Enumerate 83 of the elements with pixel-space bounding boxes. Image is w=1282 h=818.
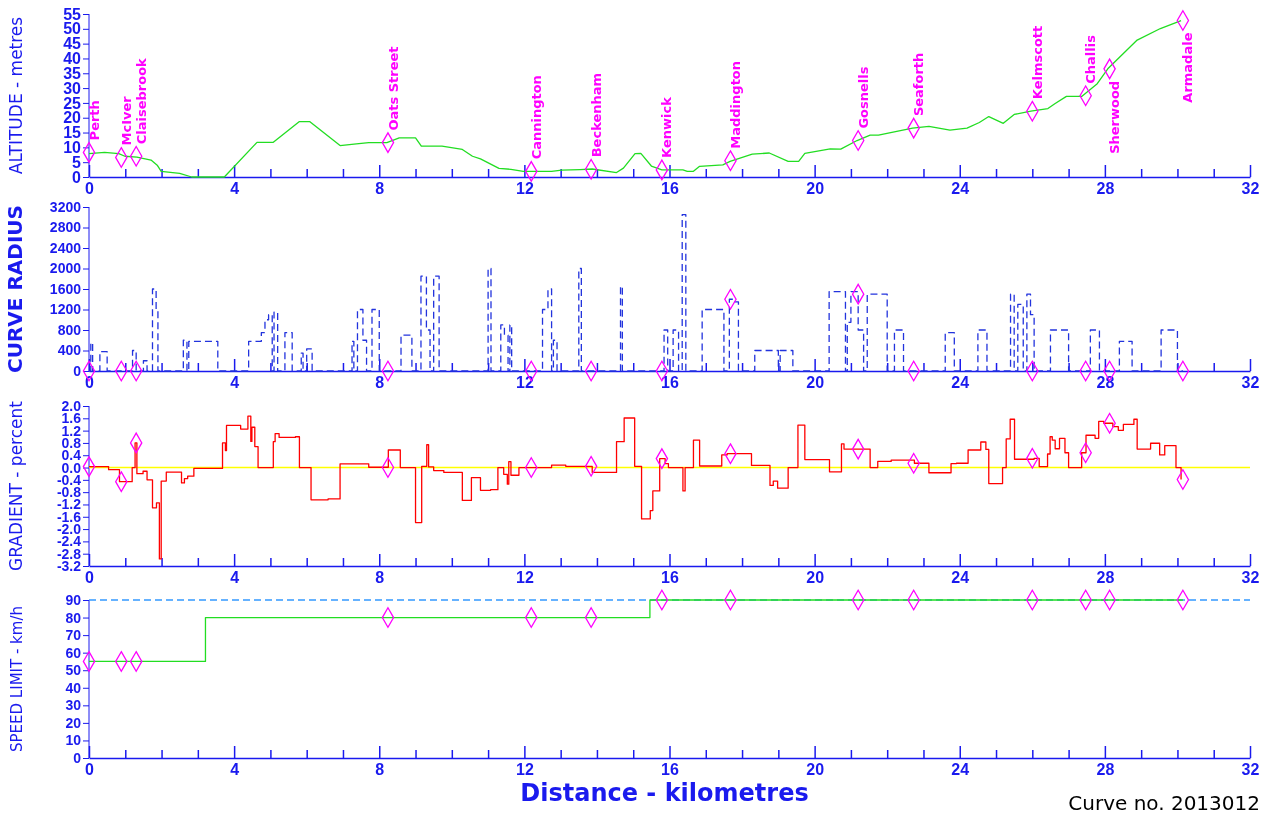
y-tick-label: 1600: [49, 280, 82, 297]
annotation: Perth: [86, 100, 102, 141]
x-tick-label: 8: [375, 180, 385, 198]
x-tick-label: 0: [85, 569, 95, 587]
x-tick-label: 8: [375, 374, 385, 392]
y-tick-label: 20: [65, 714, 82, 731]
y-tick-label: 55: [63, 5, 82, 23]
x-tick-label: 4: [230, 761, 240, 779]
y-axis-title: SPEED LIMIT - km/h: [8, 606, 26, 752]
annotation: Armadale: [1180, 32, 1196, 103]
y-axis-title: CURVE RADIUS: [3, 205, 27, 373]
y-tick-label: 20: [63, 109, 82, 127]
x-axis-title: Distance - kilometres: [520, 779, 809, 807]
x-tick-label: 24: [951, 761, 970, 779]
x-tick-label: 4: [230, 374, 240, 392]
text: Curve no. 2013012: [1068, 791, 1260, 815]
y-tick-label: 45: [63, 35, 82, 53]
x-tick-label: 0: [85, 180, 95, 198]
y-tick-label: 30: [63, 79, 82, 97]
annotation: Kenwick: [659, 96, 675, 158]
x-tick-label: 28: [1096, 374, 1115, 392]
x-tick-label: 32: [1241, 180, 1260, 198]
x-tick-label: 4: [230, 180, 240, 198]
x-tick-label: 16: [661, 180, 679, 198]
y-tick-label: 60: [65, 644, 82, 661]
y-tick-label: 80: [65, 609, 82, 626]
y-tick-label: 70: [65, 627, 82, 644]
x-tick-label: 8: [375, 569, 385, 587]
annotation: Cannington: [528, 75, 544, 160]
x-tick-label: 16: [661, 569, 679, 587]
annotation: McIver: [118, 95, 134, 146]
x-tick-label: 24: [951, 374, 970, 392]
annotation: Seaforth: [911, 52, 927, 117]
y-tick-label: 2000: [49, 260, 82, 277]
x-tick-label: 32: [1241, 569, 1260, 587]
x-tick-label: 32: [1241, 761, 1260, 779]
x-tick-label: 12: [515, 569, 534, 587]
annotation: Sherwood: [1107, 80, 1123, 154]
y-tick-label: 50: [63, 20, 82, 38]
x-tick-label: 0: [85, 761, 95, 779]
x-tick-label: 20: [806, 761, 825, 779]
y-tick-label: 800: [57, 321, 82, 338]
x-tick-label: 12: [515, 180, 534, 198]
annotation: Kelmscott: [1029, 25, 1045, 100]
x-tick-label: 20: [806, 569, 825, 587]
x-tick-label: 0: [85, 374, 95, 392]
x-tick-label: 28: [1096, 569, 1115, 587]
x-tick-label: 24: [951, 180, 970, 198]
y-tick-label: 3200: [49, 198, 82, 215]
x-tick-label: 32: [1241, 374, 1260, 392]
x-tick-label: 12: [515, 761, 534, 779]
y-tick-label: 400: [57, 342, 82, 359]
annotation: Challis: [1083, 34, 1099, 84]
x-tick-label: 12: [515, 374, 534, 392]
annotation: Gosnells: [855, 66, 871, 129]
x-tick-label: 24: [951, 569, 970, 587]
x-tick-label: 8: [375, 761, 385, 779]
y-tick-label: 0: [73, 749, 82, 766]
y-axis-title: ALTITUDE - metres: [6, 16, 26, 175]
x-tick-label: 20: [806, 180, 825, 198]
y-tick-label: 1200: [49, 301, 82, 318]
y-axis-title: GRADIENT - percent: [6, 400, 26, 571]
y-tick-label: 2400: [49, 239, 82, 256]
y-tick-label: 2800: [49, 219, 82, 236]
y-tick-label: 0: [72, 168, 82, 186]
x-tick-label: 4: [230, 569, 240, 587]
y-tick-label: 0: [73, 362, 82, 379]
y-tick-label: 90: [65, 591, 82, 608]
x-tick-label: 16: [661, 374, 679, 392]
y-tick-label: 30: [65, 697, 82, 714]
annotation: Claisebrook: [133, 57, 149, 145]
x-tick-label: 28: [1096, 180, 1115, 198]
x-tick-label: 20: [806, 374, 825, 392]
x-tick-label: 16: [661, 761, 679, 779]
annotation: Maddington: [728, 60, 743, 149]
y-tick-label: 5: [72, 153, 82, 171]
x-tick-label: 28: [1096, 761, 1115, 779]
annotation: Beckenham: [588, 72, 604, 158]
y-tick-label: 50: [65, 662, 82, 679]
y-tick-label: 10: [65, 732, 82, 749]
y-tick-label: 40: [65, 679, 82, 696]
annotation: Oats Street: [385, 46, 401, 131]
y-tick-label: 25: [63, 94, 82, 112]
